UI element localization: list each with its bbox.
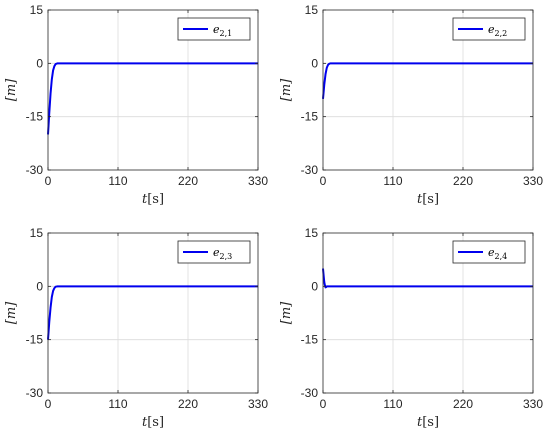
- legend-box: [177, 240, 251, 264]
- y-tick-label: -15: [26, 110, 44, 124]
- legend-box: [177, 17, 251, 41]
- x-tick-label: 110: [383, 397, 402, 411]
- x-tick-label: 110: [108, 174, 127, 188]
- legend-box: [452, 17, 526, 41]
- x-tick-label: 110: [383, 174, 402, 188]
- x-tick-label: 0: [320, 397, 327, 411]
- y-tick-label: 0: [36, 56, 43, 70]
- x-axis-label: t[s]: [142, 192, 164, 207]
- x-axis-label: t[s]: [417, 192, 439, 207]
- legend-label: e2,4: [488, 246, 507, 261]
- y-tick-label: -30: [301, 163, 319, 177]
- axes-box: [322, 232, 534, 394]
- legend: e2,2: [452, 17, 526, 41]
- y-tick-label: -30: [301, 386, 319, 400]
- y-tick-label: 15: [305, 3, 319, 17]
- legend-box: [452, 240, 526, 264]
- x-tick-label: 220: [178, 397, 198, 411]
- x-tick-label: 330: [248, 174, 268, 188]
- x-tick-label: 220: [178, 174, 198, 188]
- series-line-2-1: [47, 62, 258, 135]
- series-line-2-4: [322, 268, 533, 289]
- legend-label: e2,1: [213, 23, 232, 38]
- x-tick-label: 330: [523, 397, 543, 411]
- y-tick-label: -30: [26, 163, 44, 177]
- y-tick-label: 0: [311, 279, 318, 293]
- legend-label: e2,2: [488, 23, 507, 38]
- x-tick-label: 0: [45, 174, 52, 188]
- y-tick-label: 0: [36, 279, 43, 293]
- legend: e2,4: [452, 240, 526, 264]
- y-tick-label: -15: [26, 333, 44, 347]
- x-tick-label: 220: [453, 174, 473, 188]
- y-tick-label: 0: [311, 56, 318, 70]
- y-tick-label: -30: [26, 386, 44, 400]
- y-axis-label: [m]: [279, 78, 294, 101]
- y-tick-label: 15: [30, 3, 44, 17]
- y-axis-label: [m]: [4, 78, 19, 101]
- y-axis-label: [m]: [279, 301, 294, 324]
- y-tick-label: 15: [30, 226, 44, 240]
- subplot-2: 0 110 220 330 -30 -15 0 15 t[s] [m] e2,2: [279, 3, 543, 207]
- legend: e2,3: [177, 240, 251, 264]
- x-tick-label: 330: [248, 397, 268, 411]
- x-tick-label: 0: [320, 174, 327, 188]
- subplot-3: 0 110 220 330 -30 -15 0 15 t[s] [m] e2,3: [4, 226, 268, 430]
- y-tick-label: -15: [301, 333, 319, 347]
- y-axis-label: [m]: [4, 301, 19, 324]
- axes-box: [322, 9, 534, 171]
- x-tick-label: 220: [453, 397, 473, 411]
- subplot-4: 0 110 220 330 -30 -15 0 15 t[s] [m] e2,4: [279, 226, 543, 430]
- axes-box: [47, 9, 259, 171]
- legend-label: e2,3: [213, 246, 232, 261]
- x-axis-label: t[s]: [142, 415, 164, 430]
- axes-box: [47, 232, 259, 394]
- series-line-2-2: [322, 62, 533, 99]
- subplot-1: 0 110 220 330 -30 -15 0 15 t[s] [m] e2,1: [4, 3, 268, 207]
- x-tick-label: 0: [45, 397, 52, 411]
- legend: e2,1: [177, 17, 251, 41]
- y-tick-label: -15: [301, 110, 319, 124]
- series-line-2-3: [47, 285, 258, 340]
- x-tick-label: 330: [523, 174, 543, 188]
- x-tick-label: 110: [108, 397, 127, 411]
- y-tick-label: 15: [305, 226, 319, 240]
- x-axis-label: t[s]: [417, 415, 439, 430]
